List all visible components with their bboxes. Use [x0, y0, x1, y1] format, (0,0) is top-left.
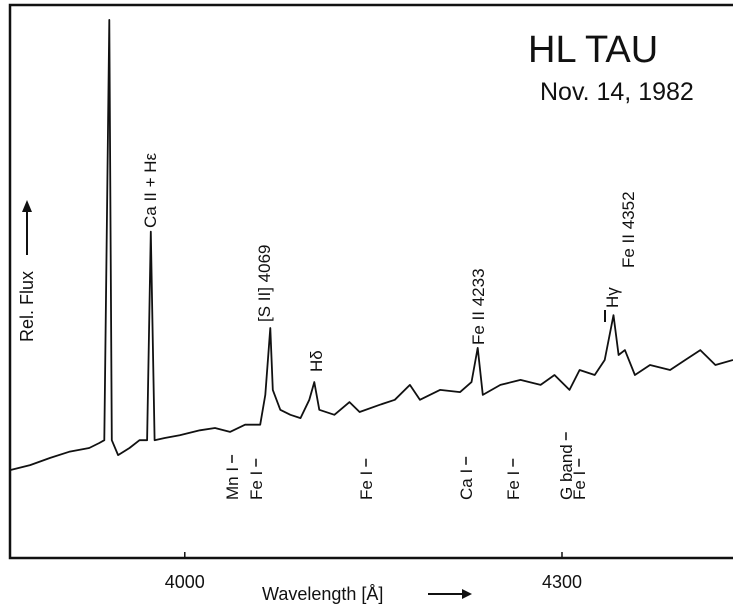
absorption-label: Fe I: [247, 471, 266, 500]
plot-frame: [8, 3, 733, 560]
emission-label: Fe II 4233: [469, 268, 488, 345]
chart-title: HL TAU: [528, 29, 658, 71]
absorption-label: Fe I: [570, 471, 589, 500]
x-tick-label: 4000: [165, 572, 205, 592]
spectrum-line: [9, 19, 733, 471]
emission-label: [S II] 4069: [255, 245, 274, 323]
x-axis-label: Wavelength [Å]: [262, 584, 383, 604]
y-arrow-head: [22, 200, 32, 212]
absorption-label: G band: [557, 444, 576, 500]
x-tick-label: 4300: [542, 572, 582, 592]
emission-label: Hγ: [603, 287, 622, 308]
absorption-label: Ca I: [457, 469, 476, 500]
absorption-label: Fe I: [504, 471, 523, 500]
emission-label: Ca II + Hε: [141, 152, 160, 228]
chart-subtitle: Nov. 14, 1982: [540, 78, 694, 106]
y-axis-label: Rel. Flux: [17, 271, 37, 342]
absorption-label: Mn I: [223, 467, 242, 500]
emission-label: Fe II 4352: [619, 191, 638, 268]
x-arrow-head: [462, 589, 472, 599]
emission-label: Hδ: [307, 350, 326, 372]
absorption-label: Fe I: [357, 471, 376, 500]
